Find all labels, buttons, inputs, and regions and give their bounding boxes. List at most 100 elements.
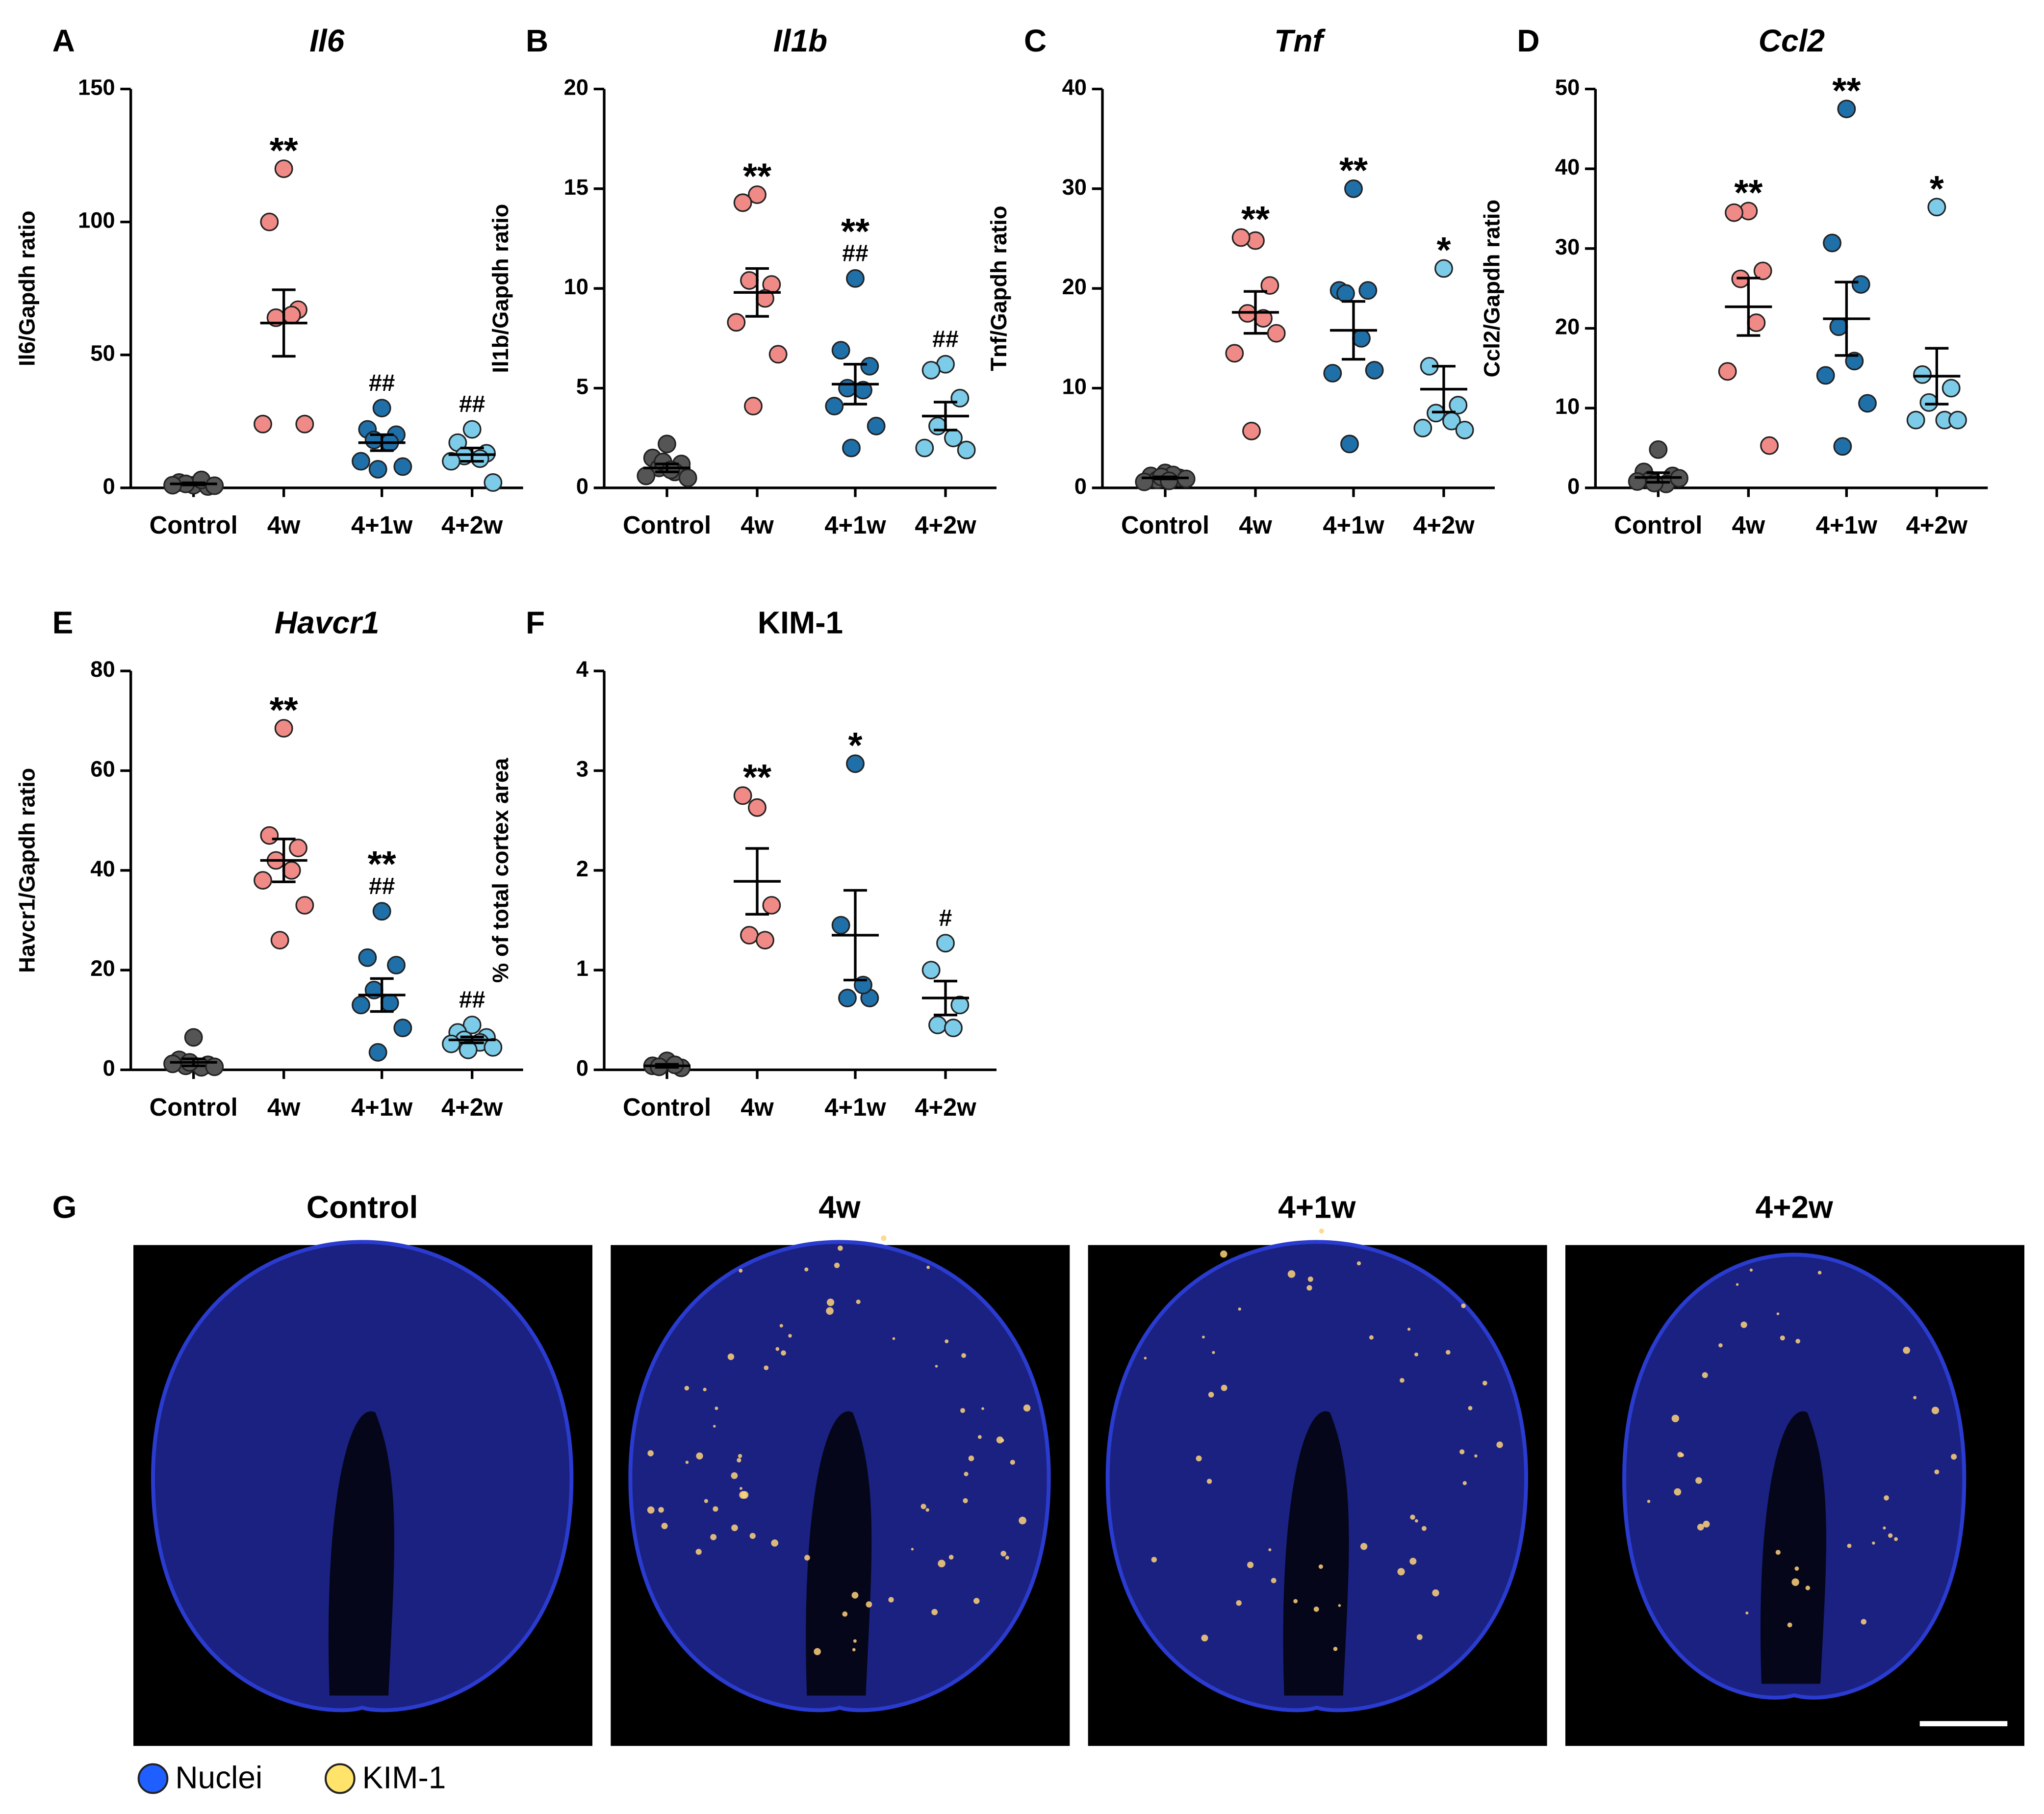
kim1-signal xyxy=(911,1548,914,1551)
kim1-signal xyxy=(1318,1564,1323,1569)
y-tick-label: 60 xyxy=(90,756,115,781)
error-bar xyxy=(1244,290,1267,335)
data-point xyxy=(462,420,482,439)
significance-mark: * xyxy=(848,724,862,766)
data-point xyxy=(352,452,370,471)
data-point xyxy=(295,896,314,915)
significance-mark: ## xyxy=(932,326,958,352)
data-point xyxy=(254,414,272,434)
kim1-signal xyxy=(935,1365,938,1368)
kim1-signal xyxy=(749,1533,756,1539)
error-bar xyxy=(272,838,296,883)
x-tick-label: 4w xyxy=(1732,511,1765,539)
kim1-signal xyxy=(1019,1516,1026,1525)
kim1-signal xyxy=(1847,1543,1852,1548)
data-point xyxy=(1260,276,1279,295)
legend-label: KIM-1 xyxy=(362,1760,446,1795)
kim1-signal xyxy=(1409,1558,1417,1565)
x-tick-label: 4+1w xyxy=(1323,511,1384,539)
data-point xyxy=(936,934,955,953)
kim1-signal xyxy=(1212,1351,1215,1354)
y-tick-label: 50 xyxy=(90,341,115,366)
data-point xyxy=(1747,313,1766,332)
data-point xyxy=(756,931,774,950)
data-point xyxy=(1323,364,1342,383)
x-tick-label: Control xyxy=(623,1093,711,1121)
kim1-signal xyxy=(1794,1566,1799,1571)
kim1-signal xyxy=(1775,1550,1781,1555)
significance-mark: ## xyxy=(459,987,485,1013)
error-bar xyxy=(843,889,867,982)
kim1-signal xyxy=(1934,1469,1940,1475)
y-axis-label: Ccl2/Gapdh ratio xyxy=(1479,200,1504,378)
data-point xyxy=(254,871,272,890)
x-tick-label: 4+1w xyxy=(1816,511,1878,539)
data-point xyxy=(957,440,976,460)
panel-label: D xyxy=(1517,23,1539,58)
kim1-signal xyxy=(647,1506,655,1514)
kim1-signal xyxy=(1951,1454,1957,1460)
data-point xyxy=(921,360,941,380)
kim1-signal xyxy=(1745,1611,1749,1615)
data-point xyxy=(1718,362,1737,381)
data-point xyxy=(1927,198,1946,217)
data-point xyxy=(1948,410,1967,430)
y-tick-label: 3 xyxy=(576,756,588,781)
x-tick-label: Control xyxy=(1614,511,1702,539)
x-tick-label: 4w xyxy=(1239,511,1272,539)
data-point xyxy=(921,961,941,980)
significance-mark: ** xyxy=(270,689,298,730)
y-tick-label: 40 xyxy=(1555,154,1580,179)
kim1-signal xyxy=(1238,1307,1241,1311)
error-bar xyxy=(460,446,484,463)
kim1-signal xyxy=(804,1555,810,1561)
data-point xyxy=(459,1040,478,1059)
y-tick-label: 0 xyxy=(576,1055,588,1080)
kim1-signal xyxy=(1496,1441,1503,1448)
kim1-signal xyxy=(1369,1335,1374,1340)
legend-swatch xyxy=(137,1763,169,1794)
x-tick-label: 4w xyxy=(267,511,301,539)
kim1-signal xyxy=(963,1498,968,1504)
kim1-signal xyxy=(779,1324,783,1328)
data-point xyxy=(1845,352,1864,371)
kim1-signal xyxy=(1338,1604,1341,1607)
significance-mark: ** xyxy=(368,843,396,884)
kim1-signal xyxy=(1474,1454,1478,1458)
data-point xyxy=(372,902,391,921)
data-point xyxy=(484,1038,503,1057)
data-point xyxy=(442,1034,460,1053)
y-tick-label: 20 xyxy=(1062,274,1087,299)
kim1-signal xyxy=(713,1425,716,1428)
kim1-signal xyxy=(731,1472,738,1479)
legend-label: Nuclei xyxy=(175,1760,262,1795)
y-tick-label: 0 xyxy=(1074,474,1087,499)
error-bar xyxy=(655,462,679,473)
kim1-signal xyxy=(1702,1372,1708,1379)
kim1-signal xyxy=(1201,1335,1205,1339)
y-tick-label: 0 xyxy=(102,1055,115,1080)
panel-label: G xyxy=(52,1190,77,1225)
y-tick-label: 40 xyxy=(90,856,115,881)
kim1-signal xyxy=(1208,1392,1214,1398)
x-tick-label: 4w xyxy=(267,1093,301,1121)
hilum xyxy=(1760,1411,1826,1684)
y-tick-label: 150 xyxy=(78,75,115,100)
chart-title: KIM-1 xyxy=(758,605,843,640)
kim1-signal xyxy=(920,1504,926,1509)
kim1-signal xyxy=(960,1408,966,1413)
data-point xyxy=(1837,100,1856,119)
kim1-signal xyxy=(1462,1481,1467,1485)
kim1-signal xyxy=(1307,1276,1313,1282)
significance-mark: ** xyxy=(1241,198,1270,239)
panel-label: A xyxy=(52,23,75,58)
x-tick-label: 4+1w xyxy=(824,1093,886,1121)
data-point xyxy=(368,1043,387,1062)
kim1-signal xyxy=(1416,1634,1423,1640)
significance-mark: ## xyxy=(369,370,395,396)
image-title: 4+2w xyxy=(1755,1190,1833,1225)
kim1-signal xyxy=(713,1506,718,1512)
kim1-signal xyxy=(834,1262,840,1268)
y-axis-label: % of total cortex area xyxy=(488,758,513,983)
kim1-signal xyxy=(1360,1543,1368,1550)
